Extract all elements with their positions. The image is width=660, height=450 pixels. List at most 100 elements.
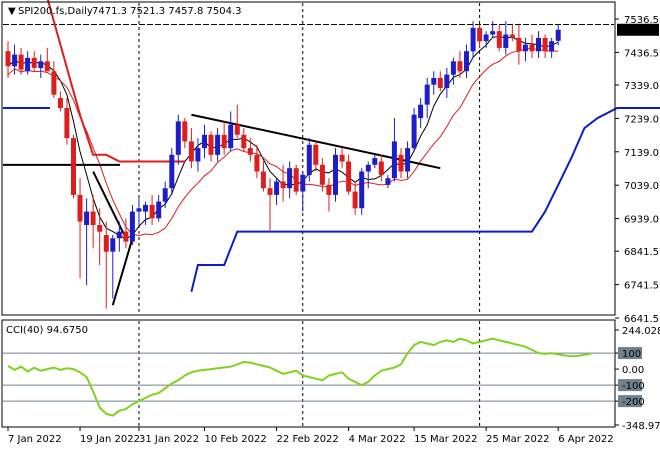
time-tick-label-7: 25 Mar 2022 [486,434,549,445]
price-tick-label-5: 7039.0 [624,181,659,192]
price-tick-label-2: 7339.0 [624,81,659,92]
candle-body-57 [378,161,384,175]
candle-body-58 [385,178,391,185]
candle-body-9 [64,108,70,139]
cci-panel: 244.0283 100 0.00 -100 -200 -348.978 CCI(40) … [1,319,660,432]
time-tick-label-5: 4 Mar 2022 [349,434,406,445]
candle-body-77 [509,34,515,38]
cci-tick-label-1: 100 [622,349,641,360]
trailing-stop-blue [190,107,660,293]
candle-body-15 [103,235,109,252]
collapse-triangle-icon[interactable]: ▼ [8,6,16,17]
candle-body-53 [352,191,358,209]
cci-tick-label-0: 244.0283 [622,326,660,337]
candle-body-23 [156,201,162,219]
cci-level-tag-4 [618,395,642,408]
price-tick-label-3: 7239.0 [624,114,659,125]
candle-body-69 [457,61,463,72]
candle-body-3 [25,57,31,72]
candle-body-38 [254,154,260,172]
cci-tick-label-5: -348.978 [622,421,660,432]
candle-body-0 [5,51,11,67]
candle-body-39 [260,171,266,189]
candle-body-50 [333,154,338,195]
price-tick-label-1: 7436.5 [624,48,659,59]
price-tick-label-9: 6641.5 [624,314,659,325]
candle-body-27 [182,121,188,142]
cci-level-tag-3 [618,379,642,392]
candle-body-81 [536,37,541,52]
candle-body-79 [522,44,528,52]
price-tick-label-0: 7536.5 [624,15,659,26]
candle-body-48 [319,164,325,185]
candle-body-68 [450,61,456,75]
candle-body-5 [38,61,44,68]
candle-body-34 [228,124,234,149]
candle-body-17 [116,231,122,239]
candle-body-76 [503,34,509,48]
cci-axis: 244.0283 100 0.00 -100 -200 -348.978 [615,326,660,432]
candle-body-52 [346,161,352,192]
cci-line [7,337,592,417]
candle-body-29 [195,148,201,162]
candle-body-6 [44,61,50,72]
time-tick-label-8: 6 Apr 2022 [558,434,613,445]
candle-body-46 [306,144,312,175]
candle-body-42 [280,181,286,189]
trendline-drop [92,171,127,239]
candle-body-25 [169,154,175,189]
candle-body-49 [326,184,332,195]
candle-body-28 [188,141,194,162]
trailing-stop-red [46,0,185,163]
candle-body-73 [483,34,489,42]
candle-body-61 [405,148,411,172]
cci-tick-label-2: 0.00 [622,365,644,376]
candle-body-21 [143,204,148,212]
candle-body-22 [149,204,155,219]
candles [5,21,561,309]
candle-body-64 [424,84,430,105]
price-axis: 7536.5 7436.5 7339.0 7239.0 7139.0 7039.0 6939… [615,15,659,325]
candle-body-40 [267,188,273,195]
candle-body-11 [77,194,83,222]
candle-body-30 [202,134,207,149]
candle-body-32 [215,134,221,155]
candle-body-8 [57,98,63,108]
candle-body-62 [411,114,417,149]
cci-level-tag-1 [618,347,642,360]
candle-body-31 [208,134,214,155]
time-tick-label-3: 10 Feb 2022 [205,434,267,445]
candle-body-74 [490,31,496,35]
candle-body-19 [129,211,135,242]
candle-body-41 [274,181,280,195]
price-tick-label-7: 6841.5 [624,247,659,258]
candle-body-63 [418,104,424,119]
candle-body-37 [247,148,253,155]
candle-body-65 [431,78,437,85]
candle-body-10 [71,138,76,195]
candle-body-14 [97,225,103,232]
cci-line-group [7,337,592,417]
cci-panel-border [1,319,616,428]
last-price-tag [617,23,659,36]
candle-body-33 [221,134,227,149]
candle-body-7 [51,71,57,95]
candle-body-70 [464,51,469,72]
time-tick-label-6: 15 Mar 2022 [414,434,477,445]
price-panel-border [1,1,616,316]
candle-body-55 [365,164,371,172]
candle-body-47 [313,144,319,165]
candle-body-60 [398,154,404,172]
candle-body-26 [175,121,181,155]
candle-body-78 [516,37,522,52]
trendline-rebound [111,238,134,306]
last-price-label: 7504.3 [620,26,655,37]
candle-body-20 [136,208,142,212]
candle-body-43 [287,168,293,189]
time-tick-label-2: 31 Jan 2022 [139,434,199,445]
price-panel: 7536.5 7436.5 7339.0 7239.0 7139.0 7039.0 6939… [1,0,660,325]
price-tick-label-8: 6741.5 [624,281,659,292]
candle-body-75 [496,31,502,48]
